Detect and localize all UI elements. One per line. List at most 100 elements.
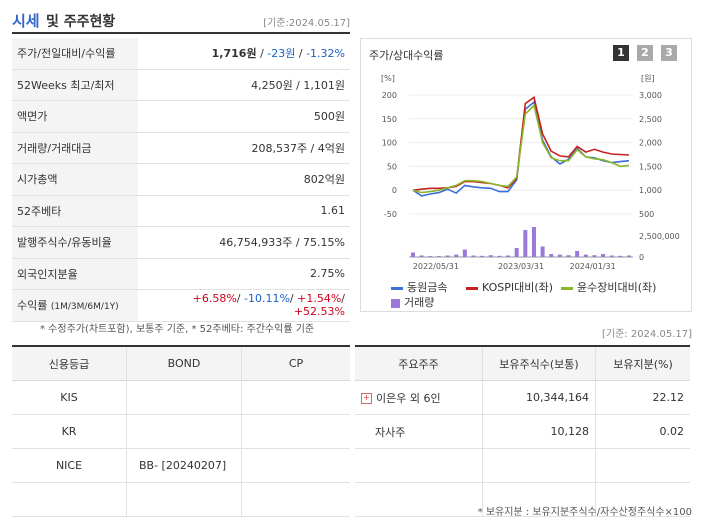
table-row: KR [12, 414, 350, 449]
table-row: 발행주식수/유동비율 46,754,933주 / 75.15% [12, 226, 350, 259]
y-right-tick: 2,500 [639, 115, 662, 124]
stake-header: 보유지분(%) [595, 345, 690, 381]
volume-bar [462, 249, 467, 257]
quote-table: 주가/전일대비/수익률 1,716원 / -23원 / -1.32% 52Wee… [12, 38, 350, 322]
volume-bar [540, 246, 545, 257]
table-row: 52주베타 1.61 [12, 195, 350, 227]
chart-title: 주가/상대수익률 [369, 49, 444, 62]
return-period: (1M/3M/6M/1Y) [50, 302, 119, 313]
foreign-label: 외국인지분율 [12, 258, 138, 290]
y-left-tick: 200 [382, 91, 397, 100]
expand-icon[interactable]: + [361, 393, 372, 404]
bond-rating [126, 414, 242, 449]
holder-name [355, 482, 483, 517]
table-row: 시가총액 802억원 [12, 163, 350, 196]
price-value: 1,716원 / -23원 / -1.32% [138, 38, 350, 70]
w52-label: 52Weeks 최고/최저 [12, 69, 138, 101]
holder-stake [595, 448, 690, 483]
agency-name [12, 482, 127, 517]
quote-footnote: * 수정주가(차트포함), 보통주 기준, * 52주베타: 주간수익률 기준 [40, 324, 315, 335]
cp-rating [241, 414, 350, 449]
volume-bar [471, 255, 476, 257]
volume-bar [575, 251, 580, 257]
volume-bar [592, 255, 597, 257]
y-right-unit: [원] [641, 74, 655, 83]
holder-shares: 10,344,164 [482, 380, 596, 415]
holder-stake [595, 482, 690, 517]
volume-bar [497, 255, 502, 257]
volume-zero-tick: 0 [639, 253, 644, 262]
major-shareholders-table: 주요주주 보유주식수(보통) 보유지분(%) + 이은우 외 6인 10,344,1… [355, 345, 690, 517]
price-change-pct: -1.32% [306, 47, 345, 61]
volume-tick: 2,500,000 [639, 232, 680, 241]
shares-label: 발행주식수/유동비율 [12, 226, 138, 259]
table-header-row: 신용등급 BOND CP [12, 345, 350, 381]
volume-bar [609, 255, 614, 257]
volume-bar [583, 254, 588, 257]
volume-bar [445, 255, 450, 257]
price: 1,716원 [211, 47, 257, 61]
table-row: + 이은우 외 6인 10,344,164 22.12 [355, 380, 690, 415]
legend-label: KOSPI대비(좌) [482, 281, 554, 294]
volume-bar [627, 255, 631, 257]
foreign-value: 2.75% [138, 258, 350, 290]
holder-name-cell[interactable]: + 이은우 외 6인 [355, 380, 483, 415]
shares-value: 46,754,933주 / 75.15% [138, 226, 350, 259]
section-title: 시세 [12, 12, 40, 30]
reference-date: [기준:2024.05.17] [263, 18, 350, 29]
mcap-label: 시가총액 [12, 163, 138, 196]
y-right-tick: 3,000 [639, 91, 662, 100]
legend-line-swatch [561, 286, 573, 290]
section-subtitle: 및 주주현황 [46, 14, 116, 30]
table-row [12, 482, 350, 517]
volume-bar [454, 254, 459, 257]
table-row: 수익률 (1M/3M/6M/1Y) +6.58%/ -10.11%/ +1.54… [12, 289, 350, 322]
table-row [355, 448, 690, 483]
volume-bar [428, 256, 433, 257]
return-1m: +6.58% [192, 292, 237, 306]
table-header-row: 주요주주 보유주식수(보통) 보유지분(%) [355, 345, 690, 381]
legend-label: 윤수장비대비(좌) [577, 281, 657, 294]
volume-bar [531, 227, 536, 257]
volume-label: 거래량/거래대금 [12, 132, 138, 164]
volume-bar [514, 248, 519, 257]
credit-rating-table: 신용등급 BOND CP KIS KR NICE BB- [20240207] [12, 345, 350, 517]
w52-value: 4,250원 / 1,101원 [138, 69, 350, 101]
volume-bar [411, 252, 415, 257]
price-label: 주가/전일대비/수익률 [12, 38, 138, 70]
beta-value: 1.61 [138, 195, 350, 227]
volume-value: 208,537주 / 4억원 [138, 132, 350, 164]
volume-bar [419, 255, 424, 257]
holder-name: 자사주 [355, 414, 483, 449]
legend-line-swatch [391, 286, 403, 290]
y-left-unit: [%] [381, 74, 395, 83]
bond-rating [126, 482, 242, 517]
volume-bar [480, 255, 485, 257]
return-label-text: 수익률 [17, 299, 48, 313]
return-label: 수익률 (1M/3M/6M/1Y) [12, 289, 138, 322]
table-row: KIS [12, 380, 350, 415]
holder-header: 주요주주 [355, 345, 483, 381]
return-values: +6.58%/ -10.11%/ +1.54%/ +52.53% [138, 289, 350, 322]
chart-page-3-button[interactable]: 3 [661, 45, 677, 61]
chart-page-2-button[interactable]: 2 [637, 45, 653, 61]
beta-label: 52주베타 [12, 195, 138, 227]
y-left-tick: 100 [382, 139, 397, 148]
legend-item-sector: 윤수장비대비(좌) [561, 279, 656, 295]
y-left-tick: 50 [387, 162, 397, 171]
chart-page-1-button[interactable]: 1 [613, 45, 629, 61]
volume-bar [549, 254, 554, 257]
legend-bar-swatch [391, 298, 400, 308]
cp-header: CP [241, 345, 350, 381]
holders-reference-date: [기준: 2024.05.17] [601, 329, 692, 340]
agency-name: KIS [12, 380, 127, 415]
table-row: 52Weeks 최고/최저 4,250원 / 1,101원 [12, 69, 350, 101]
table-row: NICE BB- [20240207] [12, 448, 350, 483]
legend-item-kospi: KOSPI대비(좌) [466, 279, 553, 295]
volume-bar [506, 255, 511, 257]
par-value: 500원 [138, 100, 350, 133]
holder-stake: 22.12 [595, 380, 690, 415]
table-row: 자사주 10,128 0.02 [355, 414, 690, 449]
x-tick: 2023/03/31 [498, 262, 544, 271]
par-label: 액면가 [12, 100, 138, 133]
